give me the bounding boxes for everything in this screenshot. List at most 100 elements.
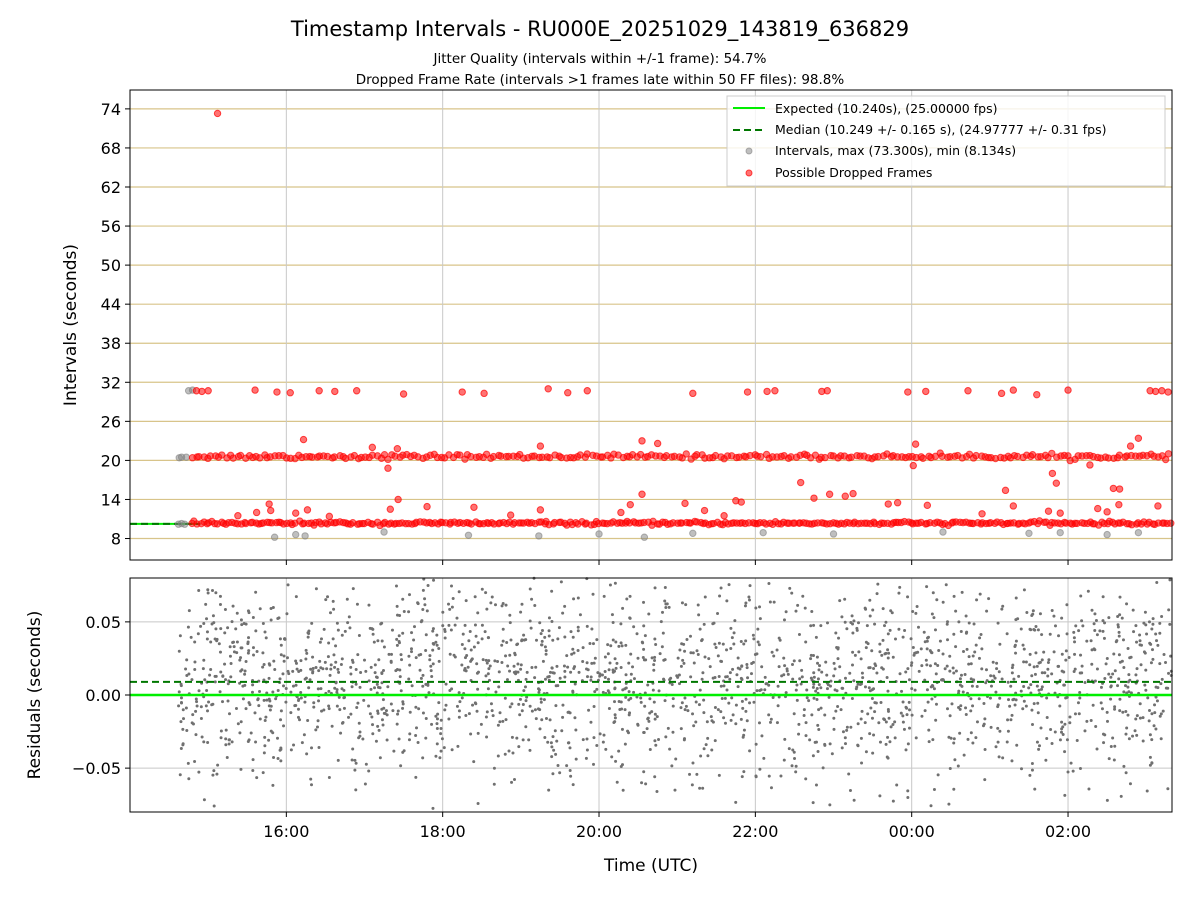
residual-point bbox=[251, 758, 255, 762]
residual-point bbox=[401, 706, 405, 710]
dropped-frame-point bbox=[583, 387, 591, 395]
residual-point bbox=[517, 745, 521, 749]
residual-point bbox=[816, 677, 820, 681]
residual-point bbox=[257, 679, 261, 683]
residual-point bbox=[585, 661, 589, 665]
residual-point bbox=[399, 764, 403, 768]
residual-point bbox=[851, 631, 855, 635]
residual-point bbox=[784, 610, 788, 614]
residual-point bbox=[381, 668, 385, 672]
residual-point bbox=[507, 749, 511, 753]
residual-point bbox=[1044, 758, 1048, 762]
residual-point bbox=[1145, 632, 1149, 636]
residual-point bbox=[946, 638, 950, 642]
dropped-frame-point bbox=[909, 461, 917, 470]
residual-point bbox=[461, 632, 465, 636]
residual-point bbox=[1131, 608, 1135, 612]
residual-point bbox=[1101, 619, 1105, 623]
residual-point bbox=[279, 718, 283, 722]
residual-point bbox=[209, 640, 213, 644]
residual-point bbox=[1103, 733, 1107, 737]
residual-point bbox=[848, 671, 852, 675]
intervals-y-tick-label: 56 bbox=[101, 217, 121, 236]
residual-point bbox=[332, 607, 336, 611]
residual-point bbox=[540, 639, 544, 643]
residual-point bbox=[485, 607, 489, 611]
residual-point bbox=[263, 630, 267, 634]
residual-point bbox=[745, 663, 749, 667]
residual-point bbox=[757, 721, 761, 725]
interval-point bbox=[1025, 529, 1033, 538]
dropped-frame-point bbox=[1052, 479, 1061, 487]
residual-point bbox=[1103, 621, 1107, 625]
residual-point bbox=[351, 587, 355, 591]
residual-point bbox=[202, 740, 206, 744]
residual-point bbox=[677, 673, 681, 677]
residual-point bbox=[971, 654, 975, 658]
residual-point bbox=[653, 712, 657, 716]
residual-point bbox=[336, 667, 340, 671]
residuals-marks bbox=[130, 576, 1173, 810]
residual-point bbox=[886, 756, 890, 760]
residual-point bbox=[786, 672, 790, 676]
residual-point bbox=[593, 656, 597, 660]
residual-point bbox=[852, 619, 856, 623]
residual-point bbox=[492, 782, 496, 786]
residual-point bbox=[632, 690, 636, 694]
residual-point bbox=[243, 669, 247, 673]
residual-point bbox=[1113, 669, 1117, 673]
residual-point bbox=[466, 665, 470, 669]
residual-point bbox=[551, 735, 555, 739]
dropped-frame-point bbox=[386, 505, 395, 513]
residual-point bbox=[1148, 755, 1152, 759]
residual-point bbox=[217, 642, 221, 646]
residual-point bbox=[914, 651, 918, 655]
residual-point bbox=[1078, 696, 1082, 700]
residual-point bbox=[177, 704, 181, 708]
residual-point bbox=[500, 660, 504, 664]
dropped-frame-point bbox=[682, 450, 690, 458]
residual-point bbox=[181, 727, 185, 731]
residual-point bbox=[414, 733, 418, 737]
residual-point bbox=[341, 720, 345, 724]
residual-point bbox=[487, 667, 491, 671]
residual-point bbox=[782, 618, 786, 622]
residual-point bbox=[376, 639, 380, 643]
residual-point bbox=[304, 676, 308, 680]
residual-point bbox=[407, 610, 411, 614]
residual-point bbox=[760, 734, 764, 738]
residual-point bbox=[863, 606, 867, 610]
residual-point bbox=[915, 604, 919, 608]
dropped-frame-point bbox=[1134, 434, 1143, 442]
residual-point bbox=[276, 689, 280, 693]
residual-point bbox=[843, 742, 847, 746]
residual-point bbox=[615, 780, 619, 784]
residual-point bbox=[880, 653, 884, 657]
residual-point bbox=[373, 671, 377, 675]
dropped-frame-point bbox=[204, 387, 212, 395]
residual-point bbox=[1158, 631, 1162, 635]
residual-point bbox=[863, 685, 867, 689]
residual-point bbox=[194, 709, 198, 713]
residual-point bbox=[1017, 674, 1021, 678]
dropped-frame-point bbox=[315, 387, 323, 395]
residual-point bbox=[497, 685, 501, 689]
residual-point bbox=[430, 675, 434, 679]
residual-point bbox=[476, 731, 480, 735]
residual-point bbox=[177, 649, 181, 653]
residual-point bbox=[644, 782, 648, 786]
residual-point bbox=[221, 674, 225, 678]
residual-point bbox=[224, 743, 228, 747]
residual-point bbox=[543, 635, 547, 639]
residual-point bbox=[823, 742, 827, 746]
residual-point bbox=[1037, 688, 1041, 692]
residual-point bbox=[548, 670, 552, 674]
residual-point bbox=[400, 658, 404, 662]
residual-point bbox=[889, 609, 893, 613]
residual-point bbox=[815, 687, 819, 691]
dropped-frame-point bbox=[286, 389, 294, 397]
residual-point bbox=[856, 682, 860, 686]
residual-point bbox=[728, 671, 732, 675]
residual-point bbox=[1068, 721, 1072, 725]
residual-point bbox=[442, 746, 446, 750]
